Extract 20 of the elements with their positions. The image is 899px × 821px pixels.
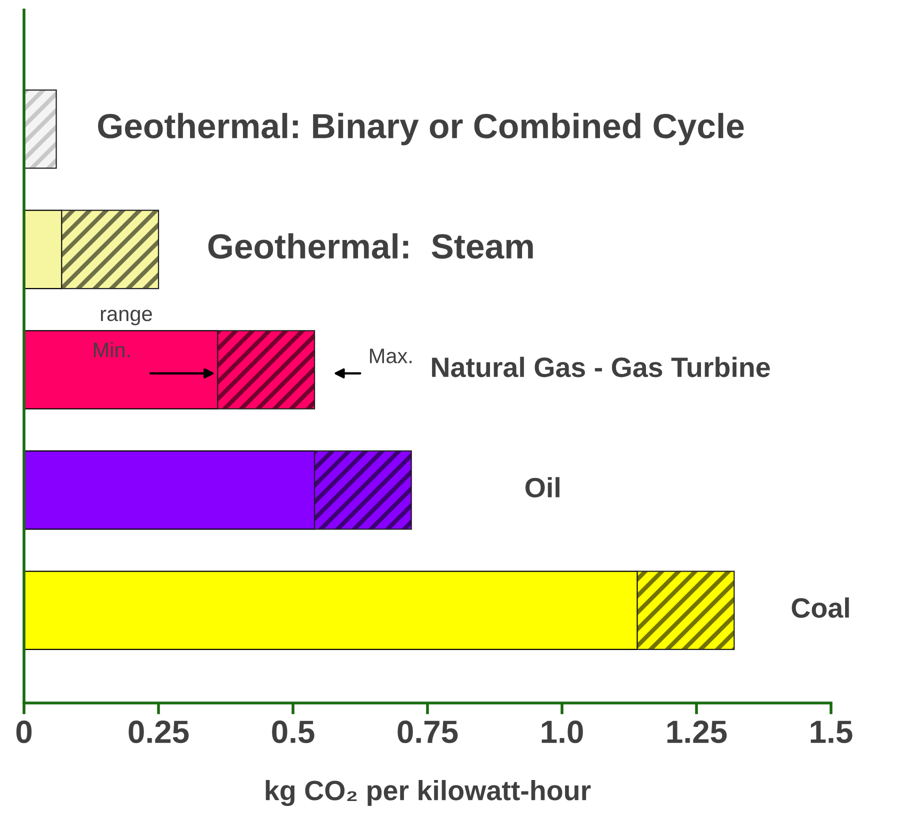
- x-tick-label: 0: [16, 720, 32, 744]
- annotation: Max.: [370, 348, 412, 364]
- y-tick-label: Geothermal: Binary or Combined Cycle: [98, 112, 744, 146]
- x-axis-title: kg CO₂ per kilowatt-hour: [266, 780, 591, 806]
- y-tick-label: Natural Gas - Gas Turbine: [432, 356, 770, 378]
- x-tick-label: 0.25: [128, 720, 189, 744]
- y-tick-label: Coal: [792, 597, 849, 618]
- annotation: range: [100, 310, 152, 326]
- x-tick-label: 0.5: [272, 720, 314, 744]
- bar: [24, 450, 316, 530]
- bar: [24, 210, 62, 290]
- bar: [24, 330, 218, 410]
- bar: [24, 570, 638, 650]
- x-tick-label: 1.25: [667, 720, 727, 744]
- x-tick-label: 0.75: [398, 720, 458, 744]
- x-tick-label: 1.5: [810, 720, 852, 744]
- y-tick-label: Geothermal: Steam: [208, 233, 533, 259]
- annotation: Min.: [94, 342, 130, 358]
- y-tick-label: Oil: [525, 477, 560, 498]
- x-tick-label: 1.0: [542, 720, 583, 744]
